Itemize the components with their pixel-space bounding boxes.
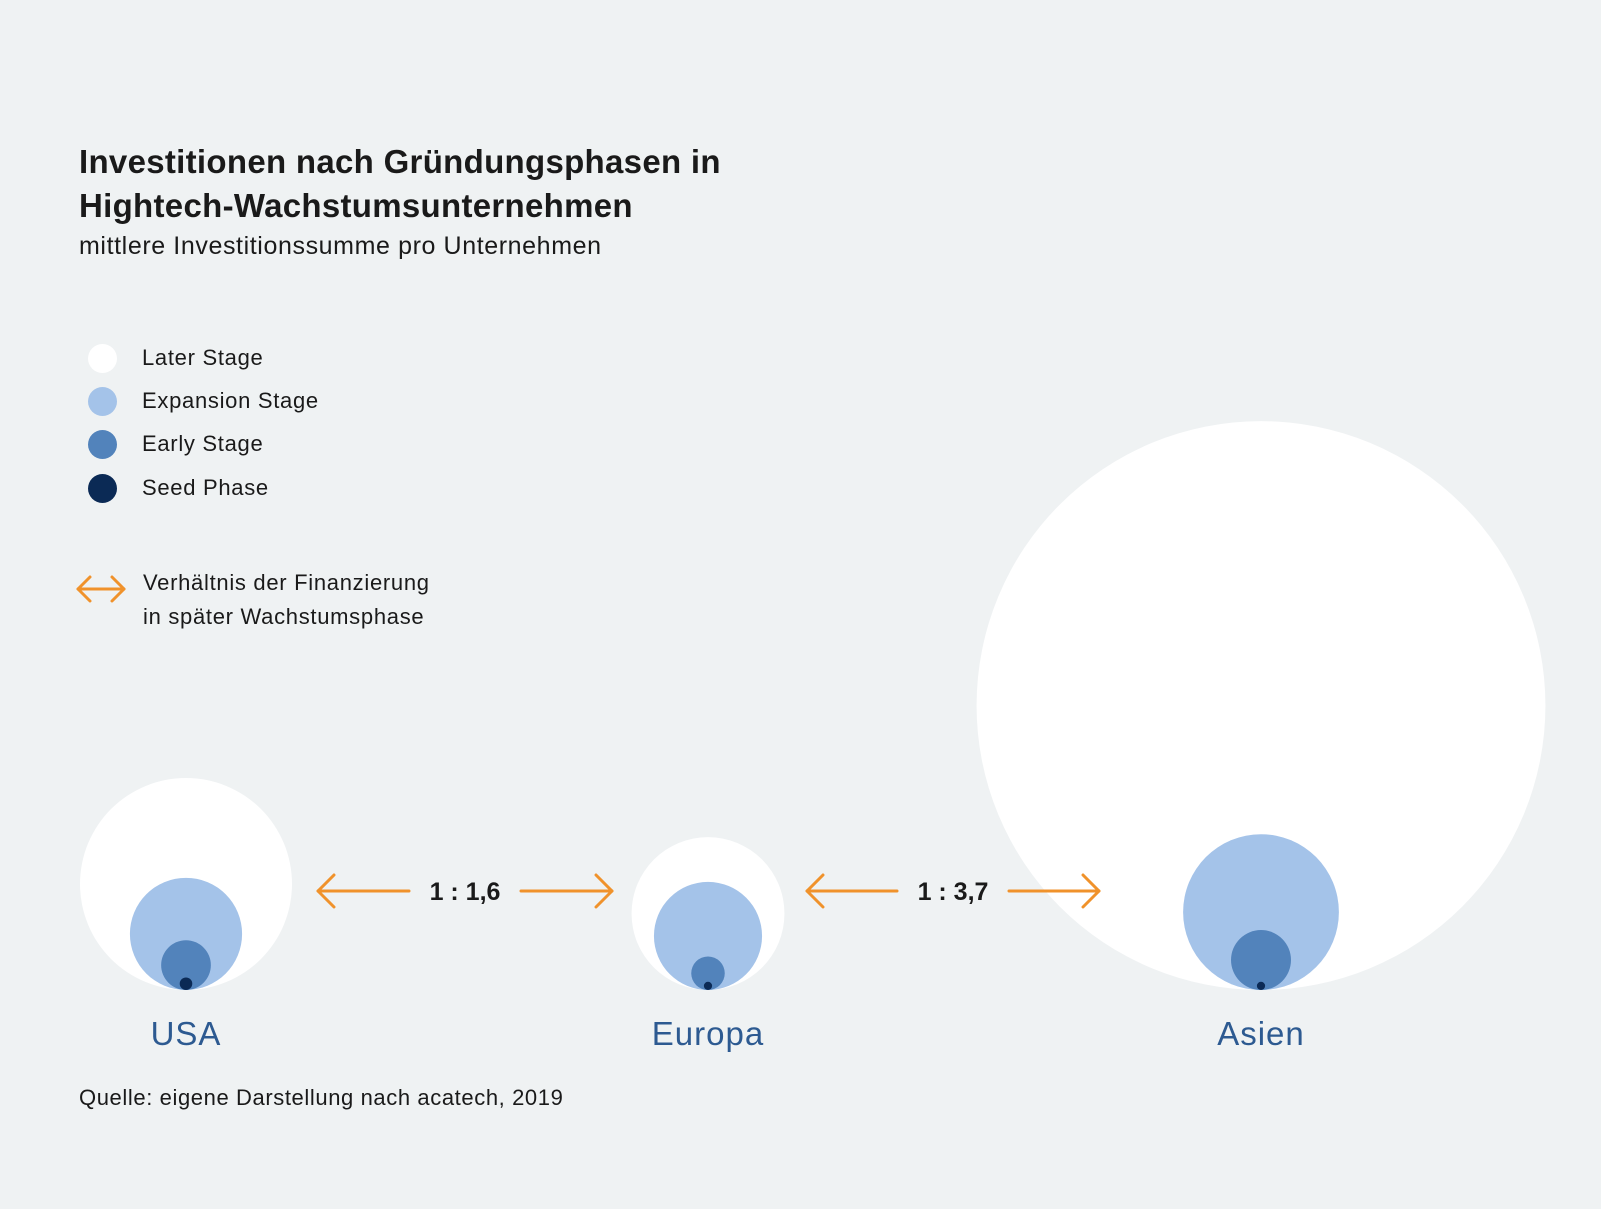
legend-item-later-stage: Later Stage [88, 343, 428, 373]
ratio-label-usa-europa: 1 : 1,6 [430, 878, 501, 906]
ratio-label-europa-asien: 1 : 3,7 [918, 878, 989, 906]
chart-subtitle: mittlere Investitionssumme pro Unternehm… [79, 232, 602, 260]
ratio-legend-text: Verhältnis der Finanzierung in später Wa… [143, 566, 503, 634]
legend-label-seed-phase: Seed Phase [142, 475, 269, 500]
legend-label-expansion-stage: Expansion Stage [142, 388, 319, 413]
source-note: Quelle: eigene Darstellung nach acatech,… [79, 1085, 564, 1110]
legend-item-expansion-stage: Expansion Stage [88, 386, 428, 416]
asien-expansion-stage-bubble [1183, 834, 1339, 990]
chart-title: Investitionen nach Gründungsphasen in Hi… [79, 143, 721, 224]
legend-dot-expansion-stage [88, 386, 117, 416]
double-arrow-icon [76, 575, 126, 603]
usa-seed-phase-bubble [179, 977, 193, 990]
asien-early-stage-bubble [1231, 930, 1291, 990]
legend-label-later-stage: Later Stage [142, 345, 264, 370]
ratio-legend: Verhältnis der Finanzierung in später Wa… [75, 566, 503, 634]
region-label-asien: Asien [1217, 1015, 1305, 1052]
ratio-arrow-left-head [805, 873, 825, 909]
asien-later-stage-bubble [976, 421, 1546, 990]
usa-early-stage-bubble [161, 940, 211, 990]
legend-dot-later-stage [88, 343, 117, 373]
europa-expansion-stage-bubble [653, 881, 763, 990]
legend-dot-seed-phase [88, 473, 117, 503]
ratio-legend-line-2: in später Wachstumsphase [143, 604, 425, 629]
ratio-arrow-right-head [1081, 873, 1101, 909]
legend-item-seed-phase: Seed Phase [88, 473, 428, 503]
europa-seed-phase-bubble [703, 981, 713, 991]
legend-item-early-stage: Early Stage [88, 429, 428, 459]
europa-early-stage-bubble [691, 956, 725, 990]
asien-seed-phase-bubble [1256, 981, 1266, 991]
legend-dot-early-stage [88, 429, 117, 459]
ratio-legend-line-1: Verhältnis der Finanzierung [143, 570, 430, 595]
ratio-arrow-left-head [316, 873, 336, 909]
region-label-europa: Europa [652, 1015, 764, 1052]
legend-label-early-stage: Early Stage [142, 431, 264, 456]
ratio-arrow-right-head [594, 873, 614, 909]
region-label-usa: USA [151, 1015, 222, 1052]
usa-expansion-stage-bubble [129, 877, 243, 991]
